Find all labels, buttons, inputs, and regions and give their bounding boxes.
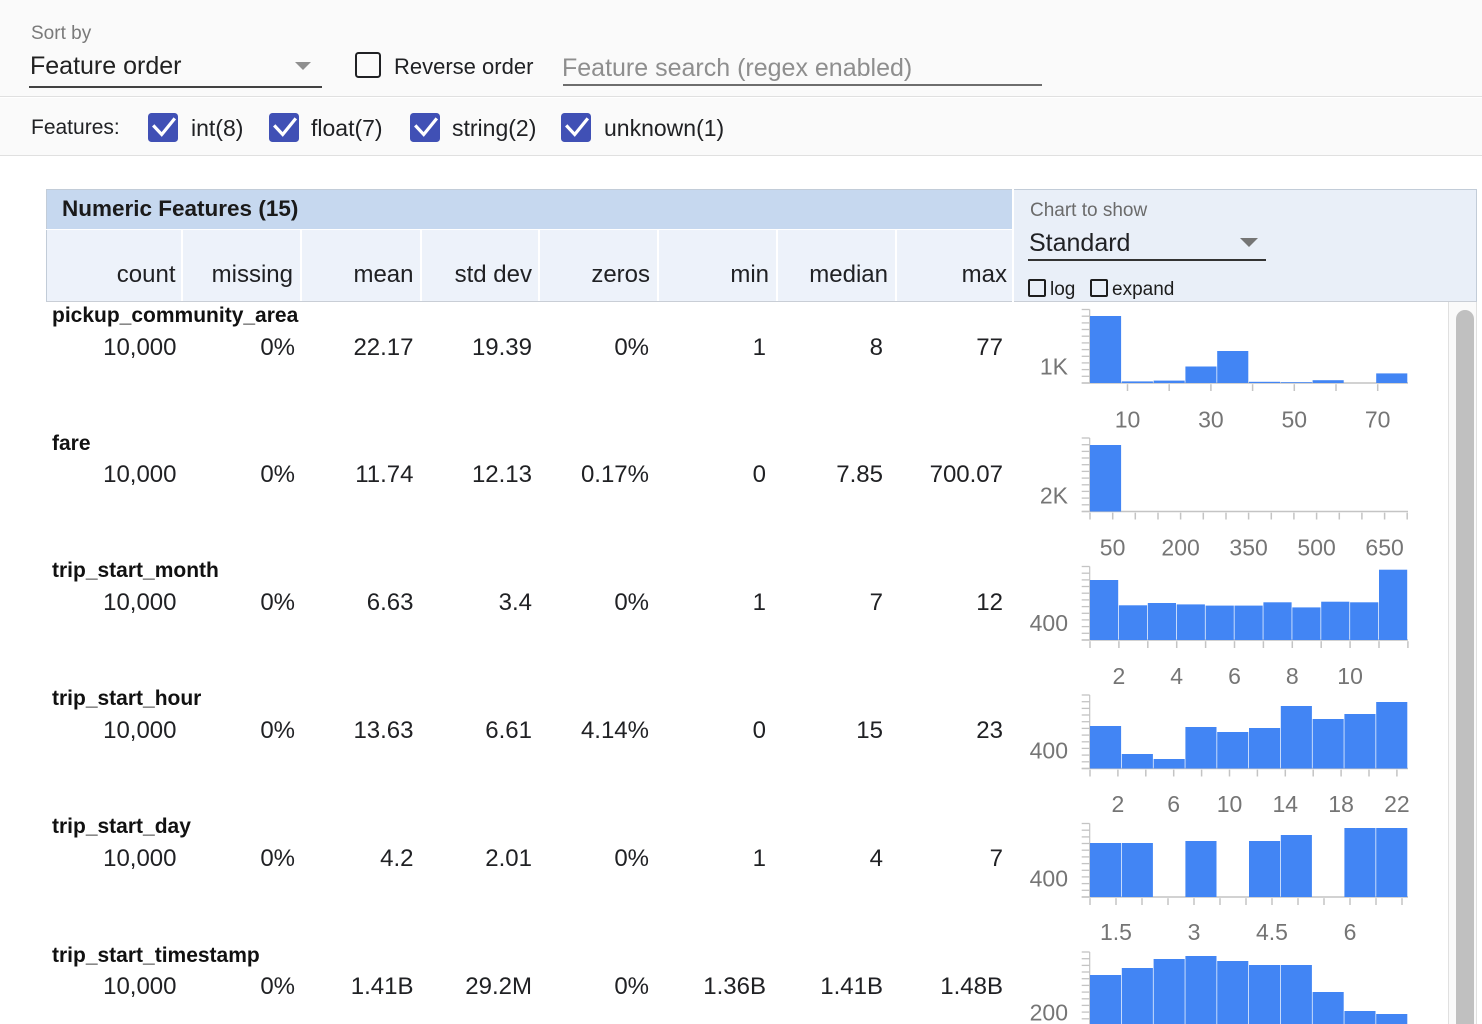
svg-text:400: 400 [1030,610,1068,636]
svg-text:14: 14 [1273,791,1299,817]
svg-text:200: 200 [1030,1000,1068,1024]
svg-text:6: 6 [1344,919,1357,945]
svg-text:6: 6 [1228,663,1241,689]
svg-text:10: 10 [1115,407,1141,433]
svg-text:50: 50 [1282,407,1308,433]
svg-text:22: 22 [1384,791,1410,817]
svg-text:500: 500 [1297,535,1335,561]
svg-text:10: 10 [1217,791,1243,817]
svg-text:4.5: 4.5 [1256,919,1288,945]
svg-text:4: 4 [1170,663,1183,689]
svg-text:2: 2 [1112,791,1125,817]
svg-text:6: 6 [1167,791,1180,817]
svg-text:650: 650 [1365,535,1403,561]
svg-text:2: 2 [1113,663,1126,689]
svg-text:3: 3 [1188,919,1201,945]
svg-text:18: 18 [1328,791,1354,817]
svg-text:400: 400 [1030,866,1068,892]
svg-text:350: 350 [1229,535,1267,561]
svg-text:8: 8 [1286,663,1299,689]
svg-text:1.5: 1.5 [1100,919,1132,945]
svg-text:200: 200 [1161,535,1199,561]
svg-text:2K: 2K [1040,483,1069,509]
svg-text:30: 30 [1198,407,1224,433]
svg-text:70: 70 [1365,407,1391,433]
svg-text:10: 10 [1337,663,1363,689]
svg-text:50: 50 [1100,535,1126,561]
svg-text:400: 400 [1030,738,1068,764]
svg-text:1K: 1K [1040,354,1069,380]
